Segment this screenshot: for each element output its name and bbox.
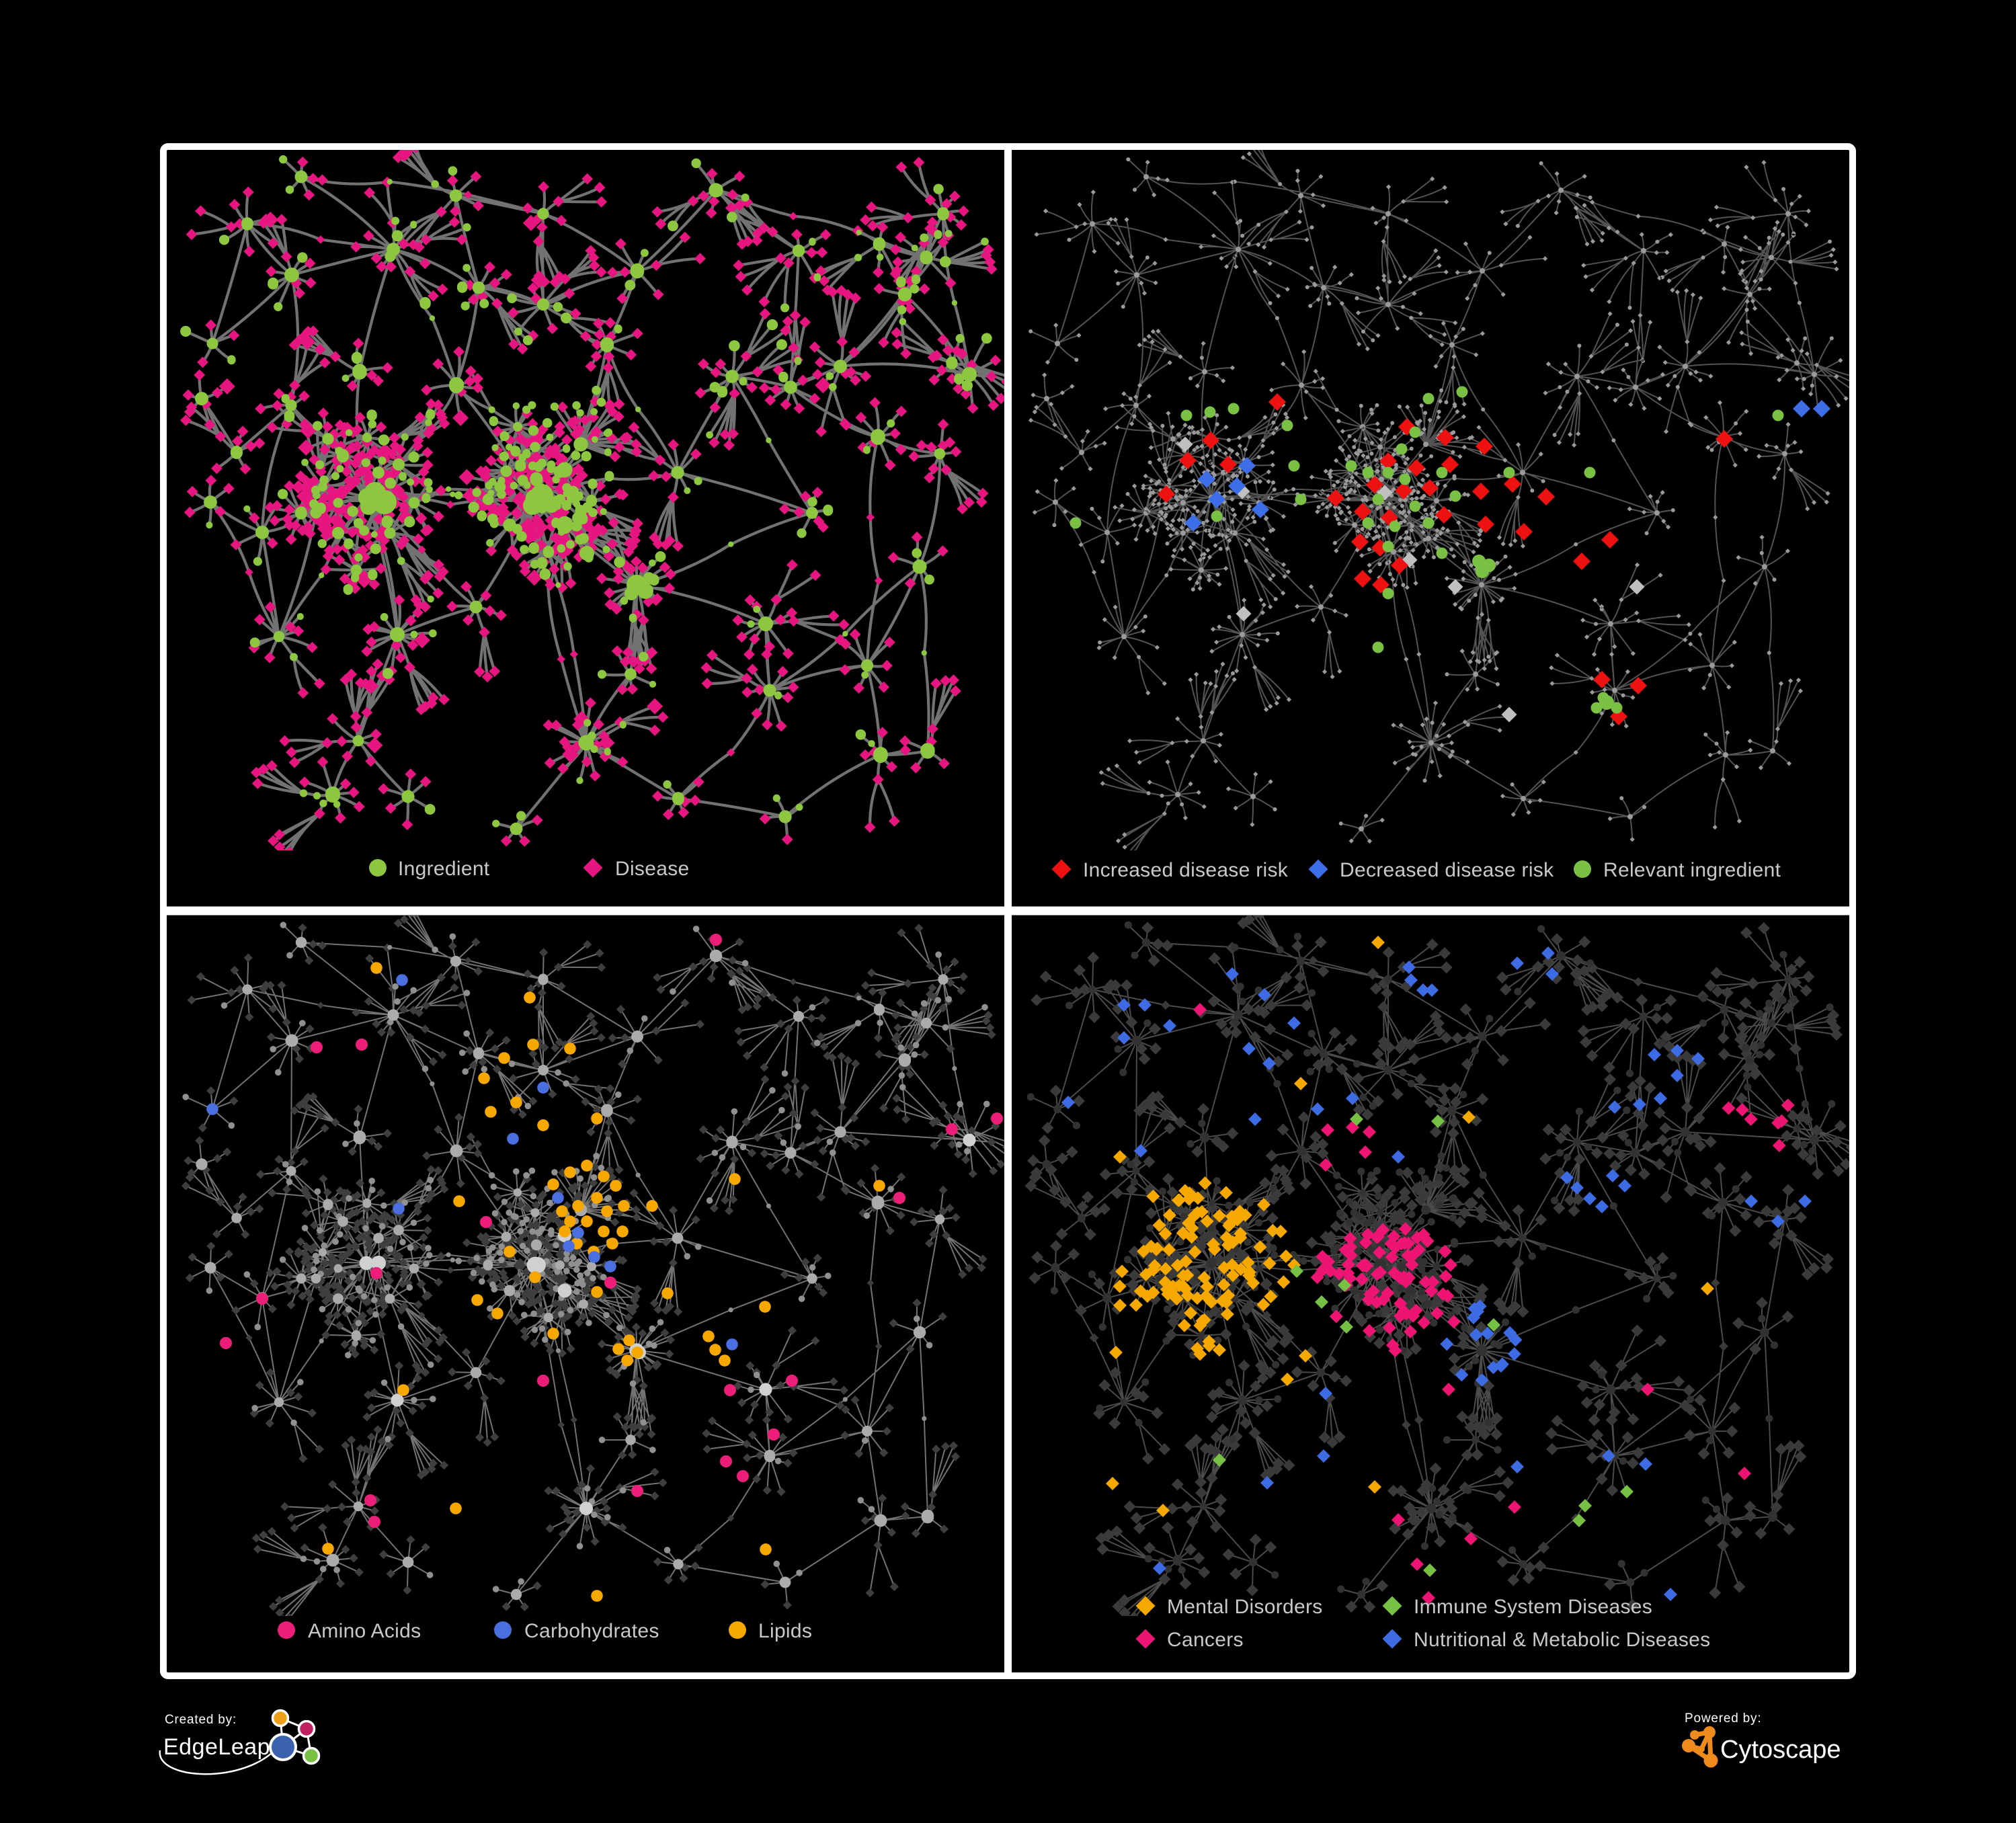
svg-text:Cytoscape: Cytoscape xyxy=(1720,1736,1841,1764)
svg-text:Disease: Disease xyxy=(615,858,689,880)
svg-text:EdgeLeap: EdgeLeap xyxy=(163,1734,270,1760)
svg-text:Relevant ingredient: Relevant ingredient xyxy=(1603,859,1781,881)
svg-text:Decreased disease risk: Decreased disease risk xyxy=(1340,859,1554,881)
svg-text:Powered by:: Powered by: xyxy=(1685,1711,1761,1726)
svg-text:Immune System Diseases: Immune System Diseases xyxy=(1414,1596,1652,1618)
svg-text:Mental Disorders: Mental Disorders xyxy=(1167,1596,1323,1618)
svg-text:Ingredient: Ingredient xyxy=(398,858,490,880)
svg-text:Carbohydrates: Carbohydrates xyxy=(524,1620,659,1642)
svg-text:Cancers: Cancers xyxy=(1167,1629,1244,1651)
svg-text:Nutritional & Metabolic Diseas: Nutritional & Metabolic Diseases xyxy=(1414,1629,1710,1651)
svg-text:Lipids: Lipids xyxy=(758,1620,812,1642)
svg-text:Amino Acids: Amino Acids xyxy=(308,1620,421,1642)
svg-text:Increased disease risk: Increased disease risk xyxy=(1083,859,1289,881)
svg-text:Created by:: Created by: xyxy=(165,1713,237,1727)
